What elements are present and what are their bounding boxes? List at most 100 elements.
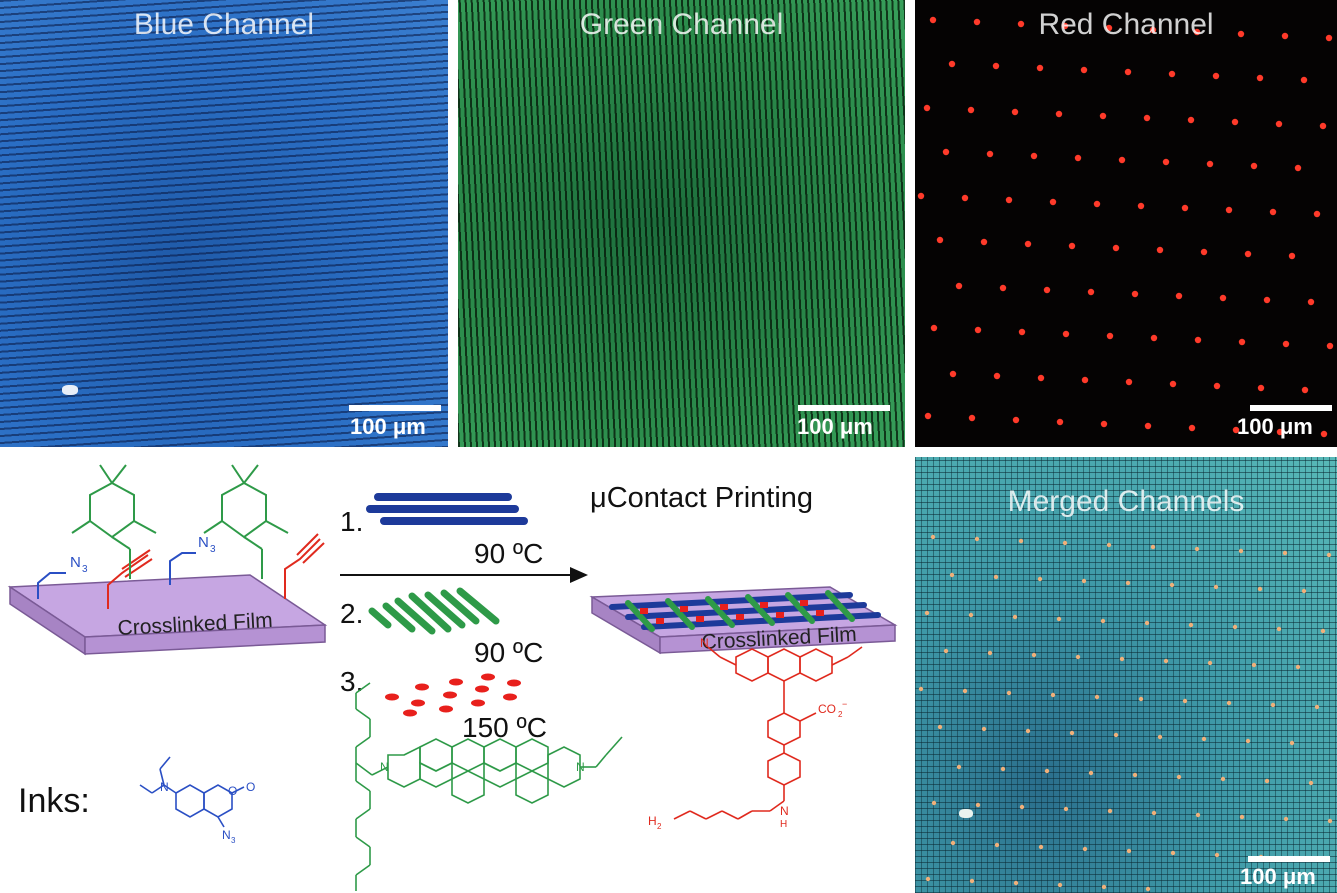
red-dot — [1225, 206, 1233, 214]
red-dot — [1049, 198, 1057, 206]
coumarin-azide: N — [222, 828, 231, 842]
red-dot — [980, 238, 988, 246]
red-dot — [1206, 160, 1214, 168]
debris-speck — [959, 809, 973, 818]
red-dot — [1282, 340, 1290, 348]
perylene-n-left: N — [380, 760, 389, 774]
merged-dot — [1232, 624, 1238, 630]
perylene-diimide-structure — [355, 682, 623, 891]
red-dot — [1188, 424, 1196, 432]
red-dot — [1320, 430, 1328, 438]
scale-bar — [1248, 856, 1330, 862]
red-dot — [1237, 30, 1245, 38]
perylene-n-right: N — [576, 760, 585, 774]
scale-label: 100 μm — [1240, 864, 1316, 889]
coumarin-o: O — [228, 784, 237, 798]
merged-channels-title: Merged Channels — [1007, 485, 1245, 518]
merged-dot — [1081, 578, 1087, 584]
merged-dot — [1238, 548, 1244, 554]
rhodamine-nh: N — [780, 804, 789, 818]
merged-dot — [1126, 848, 1132, 854]
merged-dot — [1119, 656, 1125, 662]
merged-dot — [1151, 810, 1157, 816]
red-dot — [1213, 382, 1221, 390]
merged-dot — [1113, 732, 1119, 738]
merged-dot — [956, 764, 962, 770]
merged-dot — [1188, 622, 1194, 628]
merged-dot — [1101, 884, 1107, 890]
red-dot — [1219, 294, 1227, 302]
merged-dot — [1038, 844, 1044, 850]
red-dot — [1043, 286, 1051, 294]
merged-dot — [1100, 618, 1106, 624]
red-dot — [1181, 204, 1189, 212]
merged-dot — [1057, 882, 1063, 888]
red-dot — [929, 16, 937, 24]
blue-channel-panel: Blue Channel 100 μm — [0, 0, 448, 447]
meldrums-acid-group — [71, 464, 289, 579]
red-dot — [1087, 288, 1095, 296]
red-dot — [930, 324, 938, 332]
red-dot — [973, 18, 981, 26]
red-dot — [923, 104, 931, 112]
merged-dot — [1220, 776, 1226, 782]
merged-dot — [1062, 540, 1068, 546]
merged-dot — [1295, 664, 1301, 670]
azide-sub: 3 — [82, 564, 88, 575]
scale-bar — [1250, 405, 1332, 411]
red-dot — [1244, 250, 1252, 258]
red-dot — [1011, 108, 1019, 116]
red-dot — [1238, 338, 1246, 346]
merged-dot — [1195, 812, 1201, 818]
rhodamine-h2n-sub: 2 — [657, 822, 662, 831]
coumarin-o2: O — [246, 780, 255, 794]
red-dot — [1068, 242, 1076, 250]
merged-dot — [918, 686, 924, 692]
merged-dot — [975, 802, 981, 808]
red-dot — [992, 62, 1000, 70]
merged-dot — [1075, 654, 1081, 660]
coumarin-azide-structure — [139, 756, 245, 828]
red-dot — [1325, 34, 1333, 42]
red-dot — [1232, 426, 1240, 434]
merged-dot — [981, 726, 987, 732]
red-dot — [1099, 112, 1107, 120]
red-dot — [961, 194, 969, 202]
merged-dot — [1194, 546, 1200, 552]
red-dot — [1062, 330, 1070, 338]
coumarin-n: N — [160, 780, 169, 794]
red-dot — [1326, 342, 1334, 350]
merged-dot — [1132, 772, 1138, 778]
red-dot — [1231, 118, 1239, 126]
crosslinked-film-right: Crosslinked Film — [589, 586, 898, 655]
merged-dot — [962, 688, 968, 694]
merged-dot — [943, 648, 949, 654]
merged-dot — [1138, 696, 1144, 702]
red-dot — [968, 414, 976, 422]
red-dot — [936, 236, 944, 244]
scale-label: 100 μm — [1237, 414, 1313, 439]
merged-dot — [1308, 780, 1314, 786]
red-dot — [1156, 246, 1164, 254]
scale-bar — [798, 405, 890, 411]
merged-dot — [924, 610, 930, 616]
merged-dot — [1157, 734, 1163, 740]
inks-label: Inks: — [18, 782, 90, 820]
blue-line-stamp — [366, 493, 528, 525]
merged-dot — [1169, 582, 1175, 588]
merged-dot — [925, 876, 931, 882]
azide-label-2: N — [198, 534, 209, 551]
merged-dot — [1301, 588, 1307, 594]
merged-dot — [1226, 700, 1232, 706]
red-dot — [1055, 110, 1063, 118]
red-dot — [1056, 418, 1064, 426]
red-dot — [1061, 22, 1069, 30]
red-dot — [948, 60, 956, 68]
merged-dot — [1050, 692, 1056, 698]
merged-dot — [1314, 704, 1320, 710]
merged-dot — [1276, 626, 1282, 632]
green-channel-panel: Green Channel 100 μm — [458, 0, 905, 447]
merged-dot — [1013, 880, 1019, 886]
printing-scheme: Crosslinked Film N 3 N 3 1. — [7, 464, 898, 891]
step-3-number: 3. — [340, 666, 363, 697]
